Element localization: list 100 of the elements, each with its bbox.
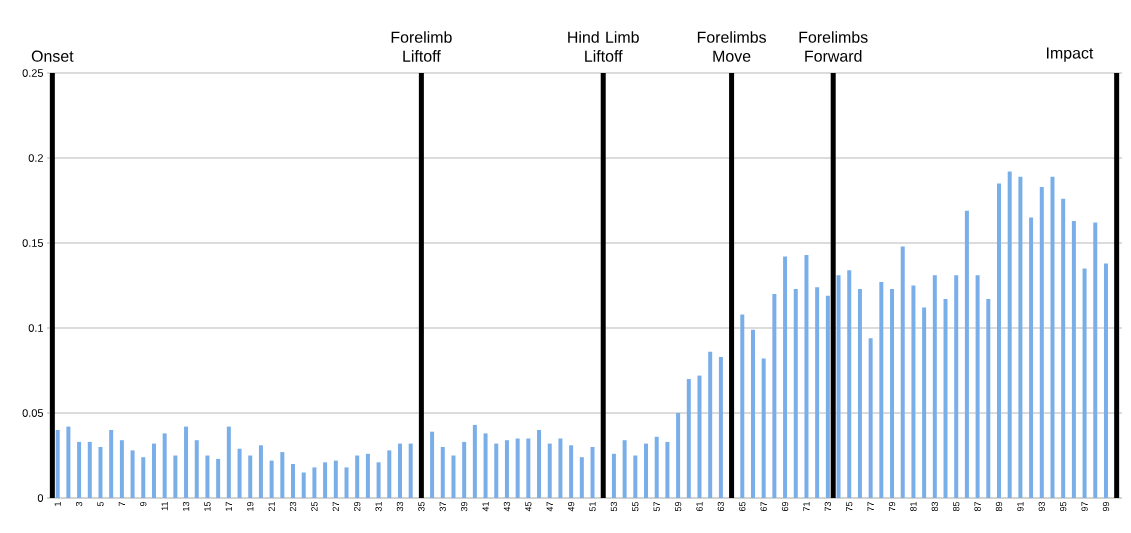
bar [997,183,1001,498]
bar [237,448,242,498]
bar [397,443,402,498]
bar [98,447,103,498]
x-tick-label: 93 [1038,501,1045,512]
bar [740,314,745,498]
bar [77,441,82,498]
x-tick-label: 69 [781,501,789,512]
bar [109,430,114,498]
bar [1039,186,1044,498]
x-tick-label: 9 [140,501,147,507]
bar [537,430,542,498]
bar [472,424,477,498]
x-tick-label: 71 [803,501,810,512]
bar [622,440,627,498]
x-tick-label: 53 [610,501,618,512]
x-tick-label: 31 [375,501,382,512]
bar [216,458,221,498]
bar [1071,220,1076,498]
bar [312,467,317,498]
bar [686,379,691,498]
bar [66,426,71,498]
bar [55,430,60,498]
ref-line-label: Impact [1047,47,1094,62]
y-tick-label: 0.05 [22,409,44,417]
bar [879,282,884,498]
x-tick-label: 89 [995,501,1003,512]
bar [376,462,381,498]
bar [226,426,231,498]
bar [280,452,285,498]
x-tick-label: 99 [1102,501,1110,512]
bar [173,455,178,498]
bar [772,294,777,498]
bar [494,443,499,498]
bar [355,455,360,498]
x-tick-label: 91 [1017,501,1024,512]
x-tick-label: 59 [674,501,682,512]
bar [697,375,702,498]
bar [333,460,338,498]
bar [430,431,435,498]
bar [205,455,210,498]
x-tick-label: 55 [632,501,639,512]
y-tick-label: 0.15 [22,239,44,247]
bar [975,275,980,498]
x-tick-label: 95 [1059,501,1067,512]
x-tick-label: 15 [204,501,211,511]
bar [87,441,92,498]
y-tick-label: 0.2 [28,154,43,162]
y-tick-label: 0 [37,494,44,502]
bar [1093,222,1098,498]
x-tick-label: 61 [696,501,703,512]
x-tick-label: 63 [717,501,725,512]
bar [440,447,445,498]
x-tick-label: 19 [247,501,254,511]
bar [291,464,296,498]
bar [579,457,584,498]
x-tick-label: 41 [482,501,489,512]
bar [323,462,328,498]
x-tick-label: 57 [653,501,660,512]
x-tick-label: 45 [525,501,532,512]
bar [547,443,552,498]
bar [857,288,862,498]
bar [804,254,809,498]
bar [847,270,852,498]
ref-line-label: Forelimbs Forward [799,31,868,62]
bar [986,299,991,498]
x-tick-label: 65 [739,501,746,512]
bar [676,413,681,498]
x-tick-label: 77 [867,501,874,512]
bar [708,351,713,498]
x-tick-label: 11 [161,501,168,511]
x-tick-label: 73 [824,501,832,512]
x-tick-label: 83 [931,501,938,512]
bar [718,356,723,498]
bar [644,443,649,498]
y-tick-label: 0.25 [22,69,44,77]
x-tick-label: 21 [268,501,275,512]
bar [1061,198,1066,498]
x-tick-label: 79 [888,501,896,512]
bar [1007,171,1012,498]
bar [815,287,820,498]
x-tick-label: 49 [567,501,575,512]
ref-line-label: Forelimb Liftoff [391,31,452,62]
bar [515,438,520,498]
bar [258,445,263,498]
bar [633,455,638,498]
bar [462,441,467,498]
bar [1050,176,1055,498]
x-tick-label: 23 [289,501,297,512]
y-tick-label: 0.1 [28,324,43,332]
x-tick-label: 75 [846,501,853,512]
bar [900,246,905,498]
x-tick-label: 85 [953,501,960,512]
bar [151,443,156,498]
x-tick-label: 17 [225,501,232,511]
bar [954,275,959,498]
bar [130,450,135,498]
ref-line-label: Forelimbs Move [697,31,766,62]
bar [526,438,531,498]
bar [1018,176,1023,498]
